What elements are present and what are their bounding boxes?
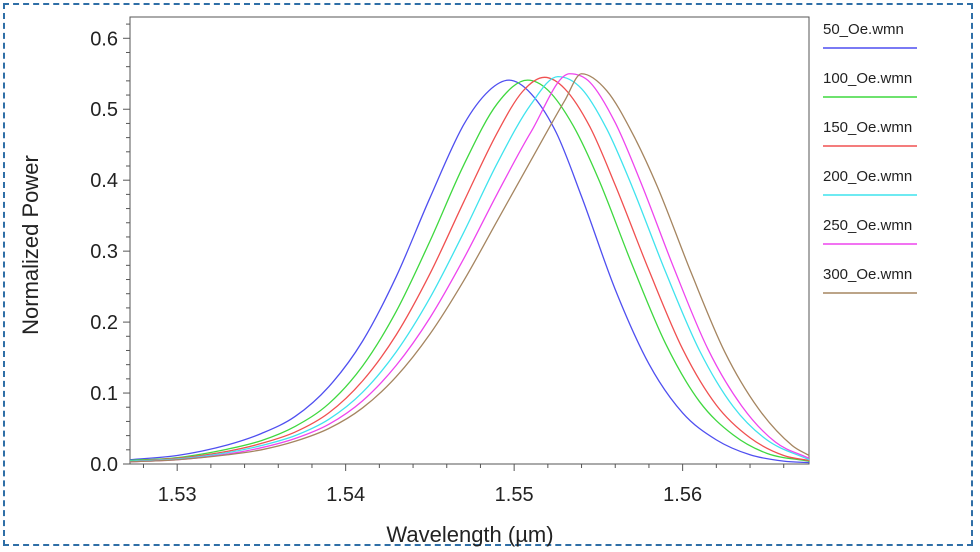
series-line-2 (129, 79, 810, 462)
x-tick-label: 1.54 (326, 484, 365, 506)
series-line-5 (129, 73, 810, 463)
legend-label-6: 300_Oe.wmn (823, 266, 912, 283)
legend-label-2: 100_Oe.wmn (823, 70, 912, 87)
x-axis: 1.53 1.54 1.55 1.56 (142, 464, 785, 506)
x-tick-label: 1.53 (158, 484, 197, 506)
plot-border (129, 16, 810, 465)
y-axis-label: Normalized Power (18, 155, 43, 335)
series-line-1 (129, 79, 810, 464)
y-axis: 0.0 0.1 0.2 0.3 0.4 0.5 0.6 (90, 23, 130, 476)
y-tick-label: 0.5 (90, 99, 118, 121)
y-tick-label: 0.1 (90, 383, 118, 405)
plot-area (129, 16, 810, 465)
y-tick-label: 0.4 (90, 170, 118, 192)
x-tick-label: 1.56 (663, 484, 702, 506)
legend-label-3: 150_Oe.wmn (823, 119, 912, 136)
legend: 50_Oe.wmn 100_Oe.wmn 150_Oe.wmn 200_Oe.wmn 2… (823, 21, 917, 294)
legend-label-1: 50_Oe.wmn (823, 21, 904, 38)
legend-label-5: 250_Oe.wmn (823, 217, 912, 234)
y-tick-label: 0.6 (90, 28, 118, 50)
x-axis-label: Wavelength (µm) (386, 522, 553, 547)
chart-frame (3, 3, 973, 546)
curves (129, 73, 810, 464)
y-tick-label: 0.2 (90, 312, 118, 334)
y-tick-label: 0.0 (90, 454, 118, 476)
legend-label-4: 200_Oe.wmn (823, 168, 912, 185)
series-line-3 (129, 76, 810, 462)
y-tick-label: 0.3 (90, 241, 118, 263)
series-line-6 (129, 73, 810, 463)
series-line-4 (129, 75, 810, 462)
x-tick-label: 1.55 (495, 484, 534, 506)
